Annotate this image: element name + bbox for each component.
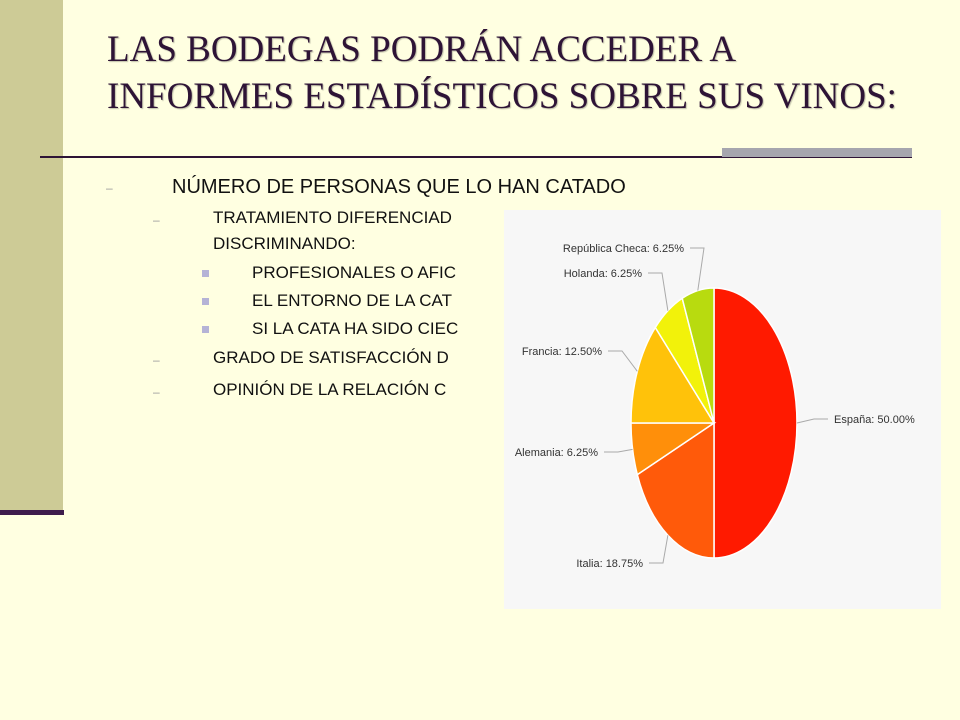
- pie-leader-line: [608, 350, 638, 372]
- slide-sidebar-bar: [0, 0, 63, 512]
- pie-slice-label: Alemania: 6.25%: [515, 447, 598, 459]
- title-underline: [40, 156, 912, 158]
- pie-chart-image: España: 50.00% Italia: 18.75% Alemania: 6.…: [504, 210, 941, 609]
- bullet-dash: –: [153, 385, 160, 399]
- pie-slice-label: República Checa: 6.25%: [563, 243, 684, 255]
- bullet-dash: –: [153, 213, 160, 227]
- pie-chart: España: 50.00% Italia: 18.75% Alemania: 6.…: [515, 243, 915, 570]
- bullet-item: NÚMERO DE PERSONAS QUE LO HAN CATADO: [172, 176, 626, 198]
- bullet-item: OPINIÓN DE LA RELACIÓN C: [213, 380, 447, 399]
- sidebar-accent-line: [0, 510, 64, 515]
- pie-leader-line: [649, 535, 669, 564]
- pie-slice-label: Holanda: 6.25%: [564, 268, 642, 280]
- bullet-item: EL ENTORNO DE LA CAT: [252, 291, 452, 310]
- pie-slice: [713, 287, 798, 559]
- bullet-dash: –: [153, 353, 160, 367]
- bullet-square: [202, 298, 209, 305]
- title-accent-bar: [722, 148, 912, 157]
- bullet-dash: –: [106, 181, 113, 195]
- slide-title: LAS BODEGAS PODRÁN ACCEDER A INFORMES ES…: [107, 29, 897, 117]
- bullet-item: SI LA CATA HA SIDO CIEC: [252, 319, 459, 338]
- pie-slice-label: Francia: 12.50%: [522, 346, 602, 358]
- bullet-square: [202, 326, 209, 333]
- pie-leader-line: [796, 418, 828, 424]
- bullet-item-continuation: DISCRIMINANDO:: [213, 234, 356, 253]
- pie-leader-line: [690, 247, 705, 291]
- pie-leader-line: [648, 272, 669, 311]
- pie-slice: [630, 326, 716, 424]
- bullet-item: PROFESIONALES O AFIC: [252, 263, 457, 282]
- pie-slice: [636, 421, 715, 559]
- pie-slice-label: Italia: 18.75%: [576, 558, 643, 570]
- bullet-square: [202, 270, 209, 277]
- pie-leader-line: [604, 448, 633, 453]
- bullet-item: TRATAMIENTO DIFERENCIAD: [213, 208, 452, 227]
- bullet-item: GRADO DE SATISFACCIÓN D: [213, 348, 449, 367]
- pie-slice-label: España: 50.00%: [834, 414, 915, 426]
